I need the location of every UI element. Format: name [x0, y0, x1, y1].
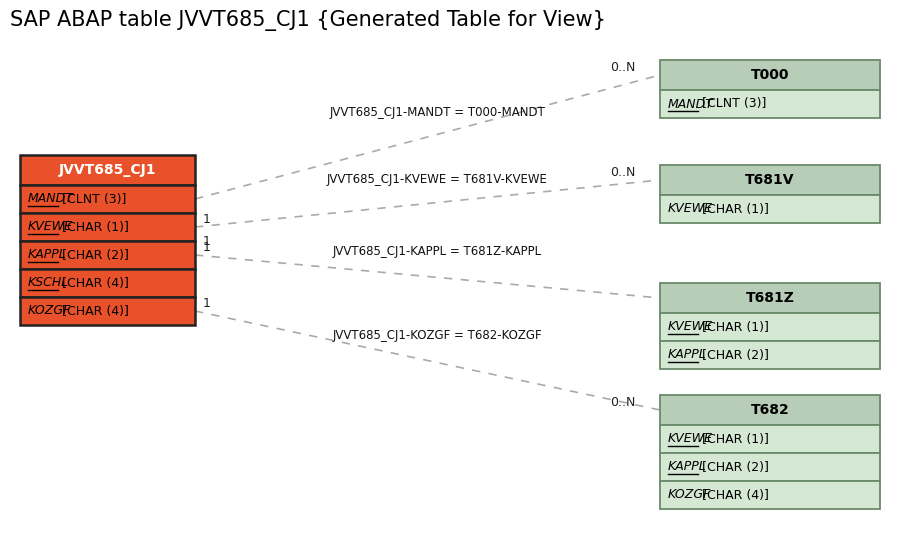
Text: 1: 1 — [203, 297, 211, 310]
Bar — [20, 297, 195, 325]
Text: T000: T000 — [751, 68, 789, 82]
Text: KVEWE: KVEWE — [668, 203, 713, 216]
Text: KAPPL: KAPPL — [668, 461, 707, 473]
Text: KAPPL: KAPPL — [668, 349, 707, 361]
Text: [CLNT (3)]: [CLNT (3)] — [58, 193, 126, 205]
Text: 0..N: 0..N — [610, 166, 635, 179]
Text: KVEWE: KVEWE — [668, 321, 713, 333]
Text: [CLNT (3)]: [CLNT (3)] — [698, 98, 766, 110]
Text: SAP ABAP table JVVT685_CJ1 {Generated Table for View}: SAP ABAP table JVVT685_CJ1 {Generated Ta… — [10, 10, 606, 31]
Text: [CHAR (4)]: [CHAR (4)] — [698, 489, 769, 501]
Text: 1: 1 — [203, 213, 211, 226]
Text: 0..N: 0..N — [610, 61, 635, 74]
Text: JVVT685_CJ1-KAPPL = T681Z-KAPPL: JVVT685_CJ1-KAPPL = T681Z-KAPPL — [333, 245, 542, 259]
Text: [CHAR (1)]: [CHAR (1)] — [58, 221, 129, 233]
Text: [CHAR (4)]: [CHAR (4)] — [58, 277, 129, 289]
Bar — [660, 425, 880, 453]
Text: KVEWE: KVEWE — [668, 433, 713, 445]
Bar — [660, 90, 880, 118]
Text: [CHAR (2)]: [CHAR (2)] — [698, 349, 769, 361]
Bar — [20, 213, 195, 241]
Text: 0..N: 0..N — [610, 396, 635, 409]
Text: T681Z: T681Z — [745, 291, 794, 305]
Bar — [20, 155, 195, 185]
Bar — [20, 269, 195, 297]
Text: JVVT685_CJ1-KVEWE = T681V-KVEWE: JVVT685_CJ1-KVEWE = T681V-KVEWE — [327, 172, 548, 186]
Text: 1: 1 — [203, 241, 211, 254]
Bar — [20, 185, 195, 213]
Bar — [660, 341, 880, 369]
Text: MANDT: MANDT — [28, 193, 74, 205]
Text: [CHAR (2)]: [CHAR (2)] — [58, 249, 129, 261]
Text: [CHAR (1)]: [CHAR (1)] — [698, 203, 769, 216]
Text: KAPPL: KAPPL — [28, 249, 66, 261]
Text: JVVT685_CJ1-MANDT = T000-MANDT: JVVT685_CJ1-MANDT = T000-MANDT — [330, 106, 545, 119]
Text: [CHAR (2)]: [CHAR (2)] — [698, 461, 769, 473]
Text: [CHAR (1)]: [CHAR (1)] — [698, 321, 769, 333]
Text: MANDT: MANDT — [668, 98, 714, 110]
Bar — [660, 60, 880, 90]
Text: [CHAR (4)]: [CHAR (4)] — [58, 305, 129, 317]
Bar — [660, 453, 880, 481]
Bar — [660, 313, 880, 341]
Bar — [660, 481, 880, 509]
Text: KVEWE: KVEWE — [28, 221, 73, 233]
Bar — [660, 195, 880, 223]
Text: KOZGF: KOZGF — [668, 489, 711, 501]
Text: KOZGF: KOZGF — [28, 305, 71, 317]
Text: 1: 1 — [203, 235, 211, 248]
Bar — [660, 395, 880, 425]
Text: JVVT685_CJ1: JVVT685_CJ1 — [59, 163, 156, 177]
Text: T681V: T681V — [745, 173, 794, 187]
Bar — [20, 241, 195, 269]
Bar — [660, 283, 880, 313]
Text: JVVT685_CJ1-KOZGF = T682-KOZGF: JVVT685_CJ1-KOZGF = T682-KOZGF — [333, 329, 543, 343]
Text: KSCHL: KSCHL — [28, 277, 69, 289]
Text: [CHAR (1)]: [CHAR (1)] — [698, 433, 769, 445]
Text: T682: T682 — [751, 403, 789, 417]
Bar — [660, 165, 880, 195]
